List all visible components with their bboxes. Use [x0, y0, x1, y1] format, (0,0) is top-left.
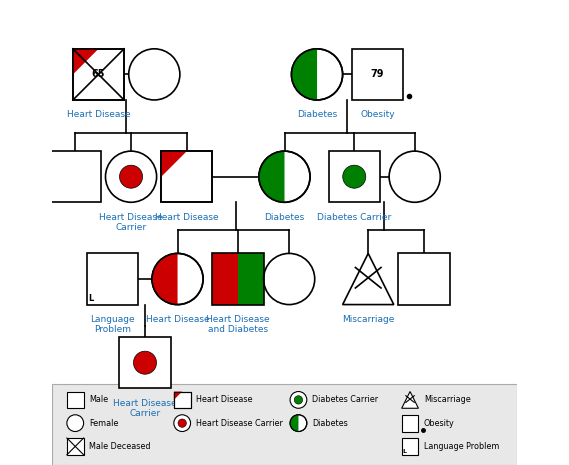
- Text: Diabetes Carrier: Diabetes Carrier: [317, 213, 391, 221]
- Text: Diabetes Carrier: Diabetes Carrier: [312, 395, 378, 405]
- Text: Heart Disease
and Diabetes: Heart Disease and Diabetes: [206, 315, 270, 334]
- Text: Female: Female: [89, 418, 118, 428]
- Bar: [67, 392, 84, 408]
- Bar: [119, 337, 171, 388]
- Bar: [212, 253, 263, 305]
- Text: Obesity: Obesity: [424, 418, 455, 428]
- Circle shape: [294, 396, 303, 404]
- Circle shape: [178, 419, 187, 427]
- Text: Heart Disease Carrier: Heart Disease Carrier: [196, 418, 283, 428]
- Text: Male Deceased: Male Deceased: [89, 442, 151, 451]
- Polygon shape: [73, 49, 98, 74]
- Bar: [352, 49, 403, 100]
- Bar: [329, 151, 380, 202]
- Text: Language Problem: Language Problem: [424, 442, 500, 451]
- Polygon shape: [174, 392, 182, 400]
- Text: Heart Disease
Carrier: Heart Disease Carrier: [113, 399, 177, 418]
- Polygon shape: [402, 392, 418, 408]
- Bar: [161, 151, 212, 202]
- Text: Miscarriage: Miscarriage: [424, 395, 471, 405]
- Circle shape: [134, 351, 156, 374]
- Text: Heart Disease: Heart Disease: [196, 395, 253, 405]
- Circle shape: [259, 151, 310, 202]
- Bar: [67, 438, 84, 455]
- Circle shape: [105, 151, 156, 202]
- Text: Diabetes: Diabetes: [265, 213, 304, 221]
- Text: Heart Disease: Heart Disease: [146, 315, 209, 324]
- Bar: [174, 392, 191, 408]
- Circle shape: [290, 415, 307, 432]
- Text: Language
Problem: Language Problem: [90, 315, 135, 334]
- Circle shape: [152, 253, 203, 305]
- Bar: [161, 151, 212, 202]
- Text: L: L: [403, 449, 407, 454]
- Circle shape: [263, 253, 315, 305]
- Text: Male: Male: [89, 395, 108, 405]
- Wedge shape: [290, 415, 299, 432]
- Circle shape: [290, 392, 307, 408]
- Circle shape: [174, 415, 191, 432]
- Text: Heart Disease: Heart Disease: [67, 110, 130, 119]
- Bar: [52, 384, 517, 465]
- Text: Heart Disease: Heart Disease: [155, 213, 218, 221]
- Bar: [402, 438, 418, 455]
- Polygon shape: [161, 151, 187, 177]
- Bar: [87, 253, 138, 305]
- Polygon shape: [343, 253, 394, 305]
- Text: Heart Disease
Carrier: Heart Disease Carrier: [99, 213, 163, 232]
- Bar: [174, 392, 191, 408]
- Bar: [402, 415, 418, 432]
- Circle shape: [67, 415, 84, 432]
- Bar: [398, 253, 450, 305]
- Bar: [73, 49, 124, 100]
- Bar: [238, 253, 263, 305]
- Circle shape: [343, 165, 366, 188]
- Wedge shape: [152, 253, 178, 305]
- Text: Diabetes: Diabetes: [312, 418, 348, 428]
- Circle shape: [119, 165, 143, 188]
- Bar: [73, 49, 124, 100]
- Circle shape: [291, 49, 343, 100]
- Text: 65: 65: [92, 69, 105, 80]
- Circle shape: [129, 49, 180, 100]
- Text: L: L: [88, 294, 93, 303]
- Text: Obesity: Obesity: [360, 110, 395, 119]
- Text: 79: 79: [371, 69, 384, 80]
- Circle shape: [389, 151, 440, 202]
- Bar: [212, 253, 238, 305]
- Bar: [50, 151, 101, 202]
- Wedge shape: [291, 49, 317, 100]
- Wedge shape: [259, 151, 284, 202]
- Text: Miscarriage: Miscarriage: [342, 315, 394, 324]
- Text: Diabetes: Diabetes: [297, 110, 337, 119]
